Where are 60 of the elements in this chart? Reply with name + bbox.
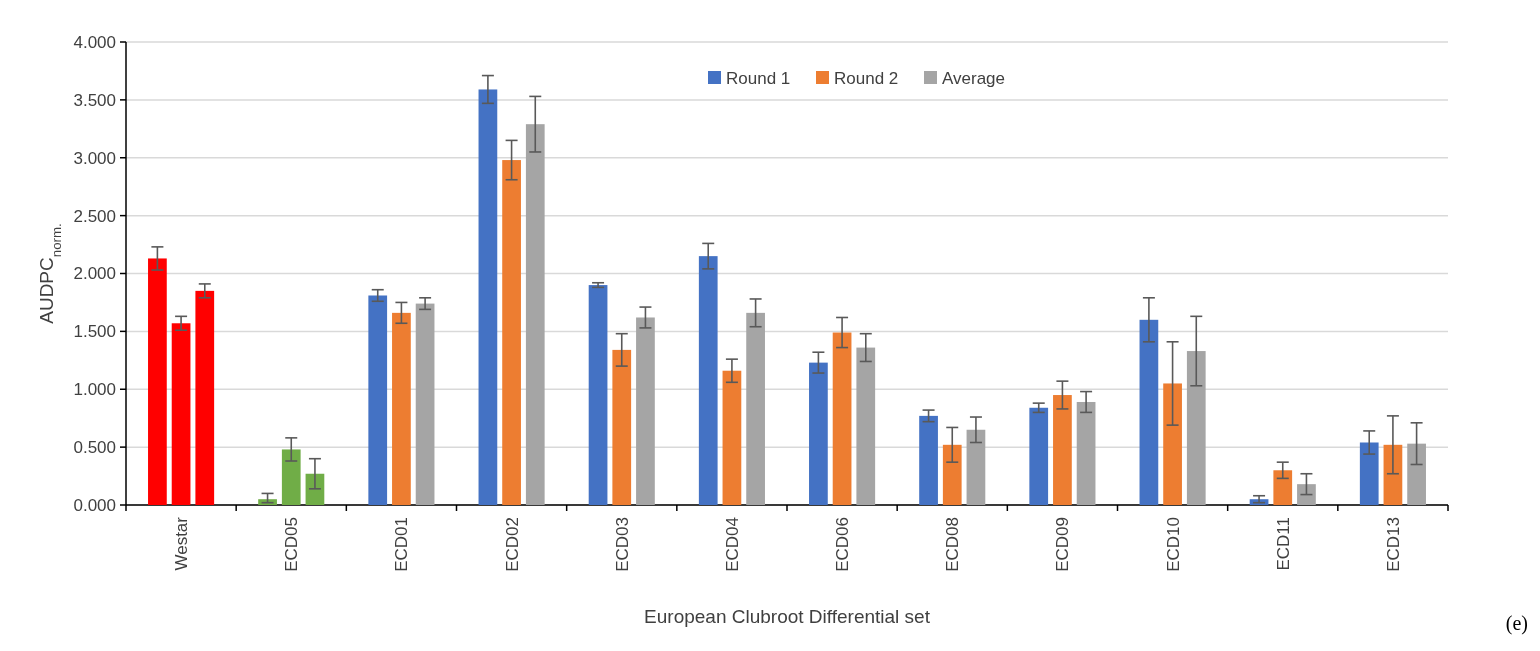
bar xyxy=(148,258,167,505)
bar xyxy=(919,415,938,505)
y-tick-label: 3.000 xyxy=(73,148,116,168)
y-tick-label: 1.500 xyxy=(73,322,116,342)
bar xyxy=(612,349,632,505)
x-tick-label: ECD11 xyxy=(1273,517,1293,571)
bar xyxy=(1297,484,1316,505)
bar xyxy=(1139,319,1159,505)
y-tick-label: 4.000 xyxy=(73,32,116,52)
bar xyxy=(478,89,498,505)
bar xyxy=(1163,383,1182,505)
bar xyxy=(1076,401,1096,505)
bar xyxy=(942,444,962,505)
bar xyxy=(588,285,608,505)
y-tick-label: 1.000 xyxy=(73,380,116,400)
y-tick-label: 3.500 xyxy=(73,90,116,110)
x-tick-label: ECD02 xyxy=(502,517,522,572)
bar xyxy=(1029,407,1049,505)
bar xyxy=(525,124,545,505)
bar xyxy=(1407,443,1426,505)
y-tick-label: 2.500 xyxy=(73,206,116,226)
x-tick-label: ECD03 xyxy=(612,517,632,572)
bar xyxy=(415,303,435,505)
bar xyxy=(809,362,828,505)
legend-label: Average xyxy=(942,68,1006,88)
x-axis-title: European Clubroot Differential set xyxy=(644,606,931,627)
bar xyxy=(368,295,388,505)
y-tick-label: 0.500 xyxy=(73,438,116,458)
bar xyxy=(392,312,411,505)
y-tick-label: 2.000 xyxy=(73,264,116,284)
x-tick-label: ECD05 xyxy=(282,517,302,572)
bar xyxy=(636,317,655,505)
bar xyxy=(856,347,876,505)
x-tick-label: ECD04 xyxy=(722,517,742,572)
bar xyxy=(502,160,521,505)
bar xyxy=(281,449,301,505)
x-tick-label: ECD09 xyxy=(1053,517,1073,572)
bar xyxy=(195,290,215,505)
bar xyxy=(966,429,986,505)
x-tick-label: ECD01 xyxy=(392,517,412,572)
text: (e) xyxy=(1505,612,1528,635)
bar xyxy=(1359,442,1379,505)
bar xyxy=(171,323,191,505)
bar xyxy=(1053,395,1072,505)
bar xyxy=(1273,470,1293,505)
x-tick-label: Westar xyxy=(172,516,192,571)
bar xyxy=(1383,444,1403,505)
bar xyxy=(1186,351,1206,505)
x-tick-label: ECD08 xyxy=(943,517,963,572)
bar xyxy=(698,256,718,505)
bar xyxy=(832,332,852,505)
legend-label: Round 1 xyxy=(726,68,791,88)
bar xyxy=(722,370,742,505)
x-tick-label: ECD06 xyxy=(833,517,853,572)
bar xyxy=(746,312,765,505)
x-tick-label: ECD10 xyxy=(1163,517,1183,572)
y-tick-label: 0.000 xyxy=(73,495,116,515)
bar xyxy=(305,473,325,505)
legend-label: Round 2 xyxy=(834,68,899,88)
x-tick-label: ECD13 xyxy=(1383,517,1403,572)
